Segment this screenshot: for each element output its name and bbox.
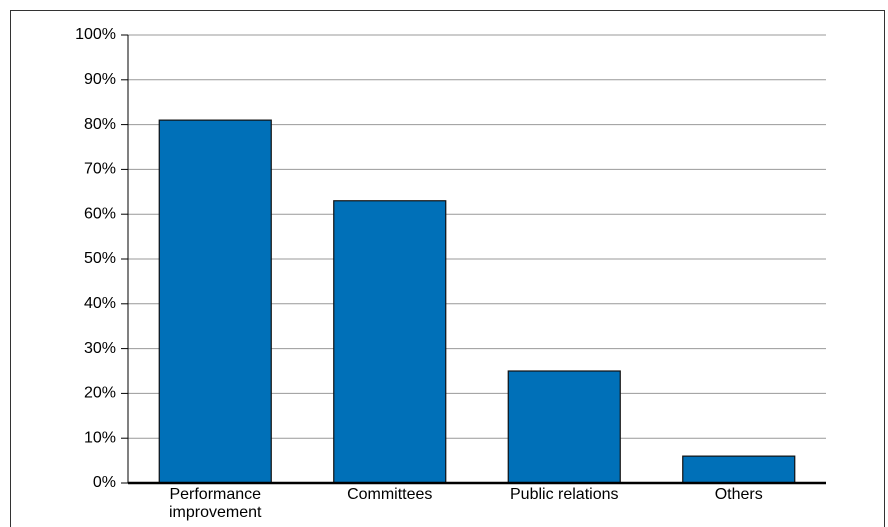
y-tick-label: 60%: [84, 205, 116, 222]
bar: [158, 119, 272, 484]
bar: [333, 200, 447, 484]
y-tick-label: 70%: [84, 161, 116, 178]
y-tick-label: 90%: [84, 71, 116, 88]
y-tick-label: 50%: [84, 250, 116, 267]
y-tick-label: 0%: [93, 474, 116, 491]
y-tick-label: 30%: [84, 340, 116, 357]
frame: [10, 10, 885, 527]
x-tick-label: Public relations: [510, 486, 619, 503]
bar: [682, 455, 796, 484]
y-tick-label: 100%: [75, 26, 116, 43]
bar: [507, 370, 621, 484]
y-tick-label: 20%: [84, 385, 116, 402]
y-tick-label: 40%: [84, 295, 116, 312]
x-tick-label: Committees: [347, 486, 433, 503]
y-tick-label: 10%: [84, 429, 116, 446]
x-tick-label: Others: [714, 486, 763, 503]
y-tick-label: 80%: [84, 116, 116, 133]
x-tick-label: Performance improvement: [169, 486, 262, 521]
